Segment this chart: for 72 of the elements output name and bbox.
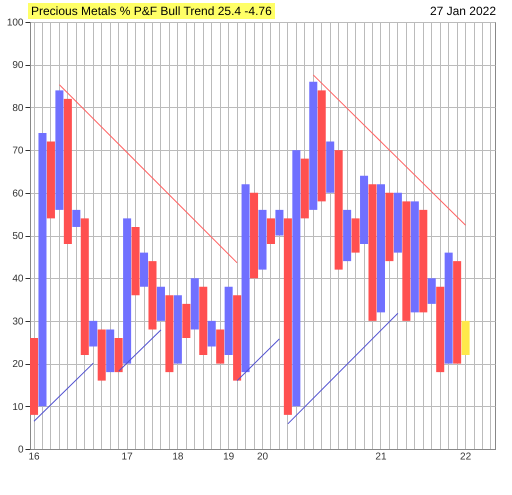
bar [140,252,148,287]
y-tick-label: 10 [12,402,24,413]
y-tick-label: 20 [12,359,24,370]
bar [208,320,216,347]
bar [352,218,360,253]
bar [199,286,208,356]
x-tick-label: 20 [256,452,268,462]
bar [30,338,38,415]
chart-title: Precious Metals % P&F Bull Trend 25.4 -4.76 [28,3,275,19]
bar [266,218,275,244]
x-tick-label: 17 [122,452,134,462]
y-tick-label: 30 [12,316,24,328]
bar [385,192,394,262]
bar [360,176,368,244]
bar [284,218,292,415]
bar [292,150,300,406]
bar [436,286,444,372]
bar [334,150,343,270]
bar [224,286,233,356]
y-tick-label: 80 [12,102,24,114]
bar [114,338,123,372]
x-tick-label: 16 [28,452,40,462]
bar [444,252,453,364]
y-tick-label: 70 [12,146,24,157]
bar [165,295,174,372]
bar [132,226,140,296]
bar [309,82,318,210]
text: 27 Jan 2022 [430,4,496,18]
y-tick-label: 50 [12,231,24,242]
bar [394,192,402,253]
bar [258,210,267,270]
bar [233,295,242,381]
bar [72,210,80,227]
x-tick-label: 19 [223,452,235,462]
bar [190,278,199,330]
bar [250,192,258,278]
bar [419,210,428,312]
bar [80,218,89,356]
bar [368,184,377,321]
bar [428,278,436,304]
bar [242,184,250,372]
y-tick-label: 60 [12,188,24,200]
bar [106,329,114,372]
bar [89,320,98,347]
bar [98,329,106,381]
bar [376,184,385,312]
bar [343,210,352,262]
bar [462,320,470,356]
y-tick-label: 40 [12,274,24,285]
x-tick-label: 18 [172,452,184,462]
bar [300,158,309,218]
x-tick-label: 22 [460,452,472,462]
bar [156,286,165,321]
bar [410,201,419,312]
bar [318,90,326,202]
bar [275,210,284,236]
bar [64,98,72,244]
y-tick-label: 100 [6,18,24,28]
y-tick-label: 0 [18,444,24,456]
bar [453,261,462,364]
y-tick-label: 90 [12,60,24,72]
bar [326,142,334,193]
bar [38,133,46,406]
bar [182,304,190,338]
bar [46,142,55,218]
bar [216,329,224,364]
bar [174,295,182,364]
bar [123,218,132,364]
bar [148,261,157,330]
bar [55,90,64,210]
x-tick-label: 21 [375,452,387,462]
bar [402,201,410,321]
